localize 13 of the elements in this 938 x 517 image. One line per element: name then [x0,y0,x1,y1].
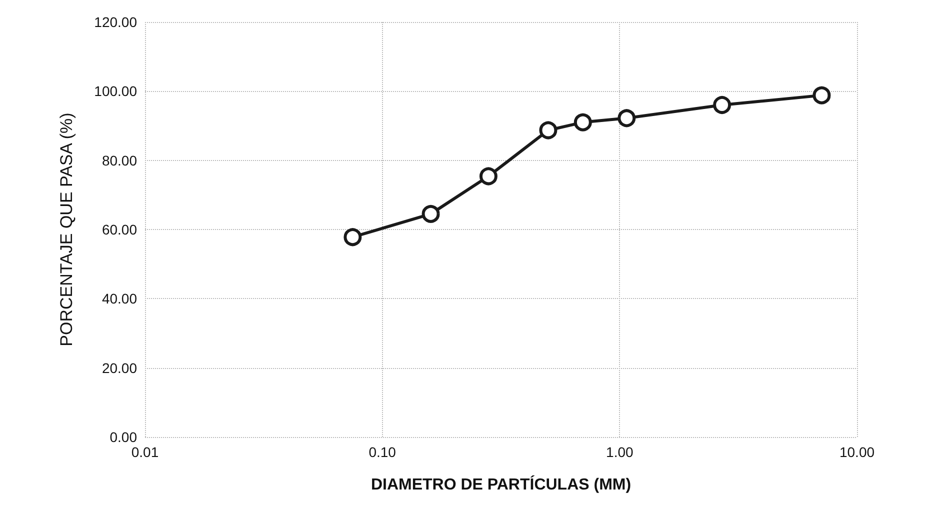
x-tick-label: 10.00 [839,444,875,460]
x-tick-label: 1.00 [606,444,634,460]
x-tick-label: 0.01 [131,444,159,460]
y-tick-label: 100.00 [94,83,138,100]
y-tick-label: 120.00 [94,14,138,30]
x-tick-label: 0.10 [368,444,396,460]
y-axis-title: PORCENTAJE QUE PASA (%) [57,112,76,346]
x-axis-title: DIAMETRO DE PARTÍCULAS (MM) [370,474,632,494]
y-tick-label: 0.00 [110,429,138,445]
y-tick-label: 80.00 [102,152,138,168]
y-tick-label: 60.00 [102,222,138,238]
y-tick-label: 20.00 [102,360,138,376]
y-tick-label: 40.00 [102,290,138,307]
